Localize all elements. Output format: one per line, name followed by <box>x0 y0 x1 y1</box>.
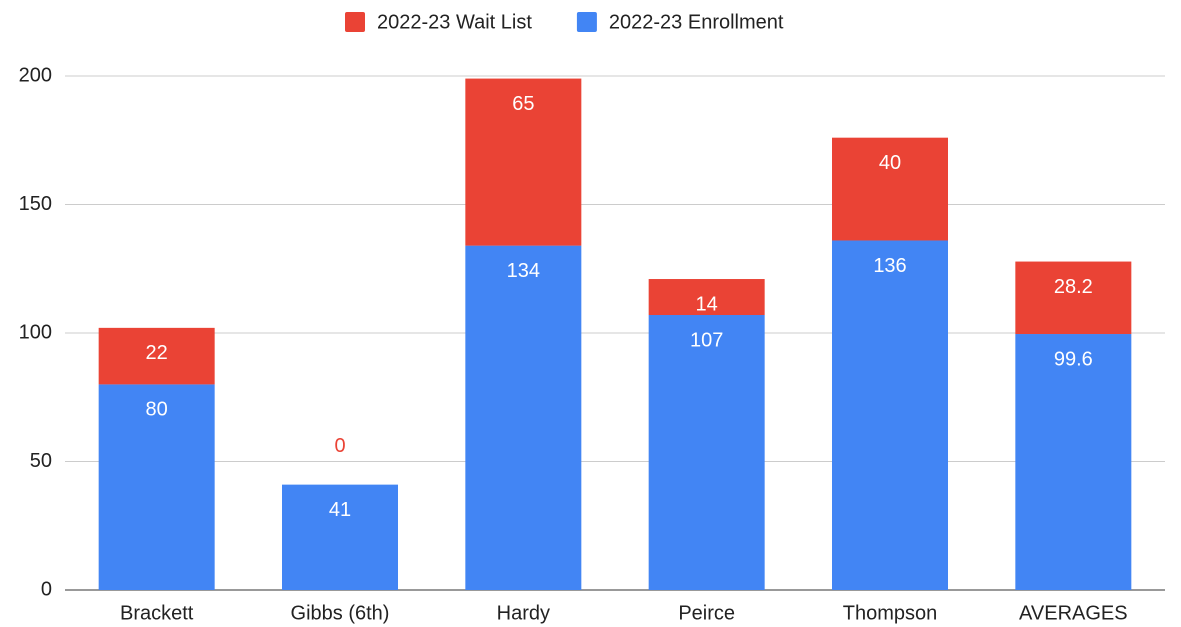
legend-label: 2022-23 Enrollment <box>609 11 784 33</box>
data-label: 28.2 <box>1054 276 1093 298</box>
x-tick-label: Thompson <box>843 602 938 624</box>
bar-segment <box>1015 261 1132 335</box>
legend-label: 2022-23 Wait List <box>377 11 532 33</box>
bar-segment <box>282 484 398 590</box>
bar-segment <box>98 327 215 385</box>
y-tick-label: 100 <box>19 321 52 343</box>
x-tick-label: Gibbs (6th) <box>291 602 390 624</box>
bar-segment <box>1015 334 1132 590</box>
bar-segment <box>832 240 948 591</box>
x-tick-label: Brackett <box>120 602 194 624</box>
x-tick-label: Hardy <box>497 602 550 624</box>
data-label: 80 <box>146 399 168 421</box>
bar-segment <box>98 384 215 590</box>
bar-segment <box>465 245 582 590</box>
data-label: 107 <box>690 329 723 351</box>
data-label: 40 <box>879 152 901 174</box>
legend-swatch <box>576 12 597 32</box>
data-label: 65 <box>512 93 534 115</box>
y-tick-label: 200 <box>19 64 52 86</box>
x-tick-label: Peirce <box>678 602 735 624</box>
data-label: 41 <box>329 499 351 521</box>
data-label: 134 <box>507 260 540 282</box>
data-label: 14 <box>696 293 718 315</box>
bar-segment <box>648 279 765 316</box>
legend-swatch <box>345 12 365 32</box>
y-tick-label: 0 <box>41 578 52 600</box>
bar-segment <box>832 137 948 241</box>
bar-segment <box>648 315 765 590</box>
data-label: 0 <box>334 435 345 457</box>
bar-segment <box>465 78 582 246</box>
x-tick-label: AVERAGES <box>1019 602 1128 624</box>
data-label: 22 <box>146 342 168 364</box>
data-label: 136 <box>873 255 906 277</box>
y-tick-label: 150 <box>19 193 52 215</box>
data-label: 99.6 <box>1054 348 1093 370</box>
y-tick-label: 50 <box>30 450 52 472</box>
